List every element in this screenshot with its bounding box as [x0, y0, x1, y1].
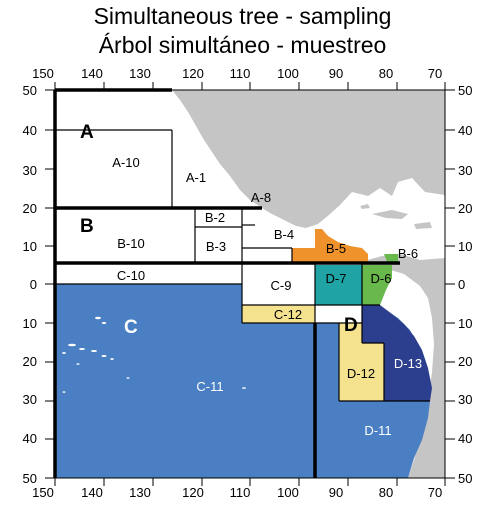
- zone-label-d12: D-12: [347, 366, 375, 381]
- lon-tick-bottom: 130: [129, 485, 151, 500]
- lon-tick-bottom: 70: [428, 485, 442, 500]
- lat-tick-left: 50: [23, 83, 37, 98]
- region-label-b: B: [80, 216, 94, 237]
- lat-tick-right: 20: [458, 201, 472, 216]
- land-north-america: [172, 90, 445, 228]
- land-caribbean-islands: [360, 204, 432, 229]
- lon-tick-bottom: 150: [32, 485, 54, 500]
- lat-tick-left: 40: [23, 431, 37, 446]
- lon-ticks-top: 150 140 130 120 110 100 90 80 70: [32, 66, 442, 81]
- zone-label-b5: B-5: [326, 241, 346, 256]
- lat-tick-left: 20: [23, 354, 37, 369]
- lat-tick-right: 20: [458, 354, 472, 369]
- zone-label-b10: B-10: [117, 236, 144, 251]
- lon-tick-bottom: 140: [81, 485, 103, 500]
- lat-tick-left: 30: [23, 392, 37, 407]
- chart-subtitle: Árbol simultáneo - muestreo: [98, 32, 387, 58]
- tick-marks: [45, 82, 455, 486]
- zone-label-a1: A-1: [186, 170, 206, 185]
- lon-tick-top: 150: [32, 66, 54, 81]
- zone-c12-fill: [242, 305, 315, 323]
- lat-tick-left: 10: [23, 316, 37, 331]
- lat-tick-left: 30: [23, 163, 37, 178]
- zone-labels: A-10 A-1 A-8 B-10 B-2 B-3 B-4 B-5 B-6 C-…: [112, 155, 422, 438]
- zone-label-c11: C-11: [196, 379, 223, 394]
- lon-tick-bottom: 90: [329, 485, 343, 500]
- lat-tick-left: 0: [30, 277, 37, 292]
- lon-tick-top: 130: [129, 66, 151, 81]
- chart-title: Simultaneous tree - sampling: [93, 3, 392, 29]
- lat-tick-right: 40: [458, 431, 472, 446]
- lon-tick-top: 110: [230, 66, 251, 81]
- lon-tick-bottom: 100: [277, 485, 299, 500]
- zone-d12-fill: [339, 323, 384, 401]
- zone-d6-fill: [362, 265, 392, 305]
- zone-label-b2: B-2: [205, 210, 225, 225]
- lat-tick-right: 10: [458, 316, 472, 331]
- region-label-c: C: [124, 317, 138, 338]
- zone-label-b6: B-6: [398, 246, 418, 261]
- lat-tick-right: 50: [458, 471, 472, 486]
- zone-label-a8: A-8: [251, 190, 271, 205]
- lon-ticks-bottom: 150 140 130 120 110 100 90 80 70: [32, 485, 442, 500]
- pacific-islands: [62, 316, 246, 393]
- lon-tick-top: 120: [182, 66, 204, 81]
- lat-tick-left: 40: [23, 123, 37, 138]
- zone-d13-fill: [362, 305, 432, 401]
- lon-tick-top: 80: [379, 66, 393, 81]
- zone-label-d11: D-11: [364, 423, 391, 438]
- zone-label-d7: D-7: [326, 271, 347, 286]
- ocean-pacific: [55, 284, 430, 478]
- lat-ticks-right: 50 40 30 20 10 0 10 20 30 40 50: [458, 83, 472, 486]
- lon-tick-bottom: 80: [379, 485, 393, 500]
- lat-tick-left: 10: [23, 239, 37, 254]
- lon-tick-top: 100: [277, 66, 299, 81]
- lat-tick-left: 20: [23, 201, 37, 216]
- lat-tick-right: 30: [458, 163, 472, 178]
- lat-ticks-left: 50 40 30 20 10 0 10 20 30 40 50: [23, 83, 37, 486]
- zone-d7-fill: [315, 265, 362, 305]
- lat-tick-right: 30: [458, 392, 472, 407]
- lon-tick-top: 140: [81, 66, 103, 81]
- zone-label-b3: B-3: [206, 239, 226, 254]
- zone-label-d6: D-6: [371, 271, 392, 286]
- lat-tick-right: 40: [458, 123, 472, 138]
- lat-tick-right: 50: [458, 83, 472, 98]
- zone-label-d13: D-13: [394, 356, 422, 371]
- land-south-america: [360, 254, 445, 478]
- lon-tick-top: 90: [329, 66, 343, 81]
- lat-tick-right: 10: [458, 239, 472, 254]
- zone-label-c9: C-9: [271, 278, 292, 293]
- region-label-a: A: [80, 122, 94, 143]
- region-label-d: D: [344, 315, 358, 336]
- zone-b5-fill: [292, 229, 368, 263]
- zone-label-c12: C-12: [274, 307, 302, 322]
- lat-tick-left: 50: [23, 471, 37, 486]
- zone-boundaries: [55, 129, 430, 402]
- lon-tick-bottom: 110: [230, 485, 251, 500]
- zone-label-c10: C-10: [117, 268, 145, 283]
- lat-tick-right: 0: [458, 277, 465, 292]
- lon-tick-top: 70: [428, 66, 442, 81]
- zone-label-a10: A-10: [112, 155, 139, 170]
- zone-label-b4: B-4: [274, 227, 294, 242]
- lon-tick-bottom: 120: [182, 485, 204, 500]
